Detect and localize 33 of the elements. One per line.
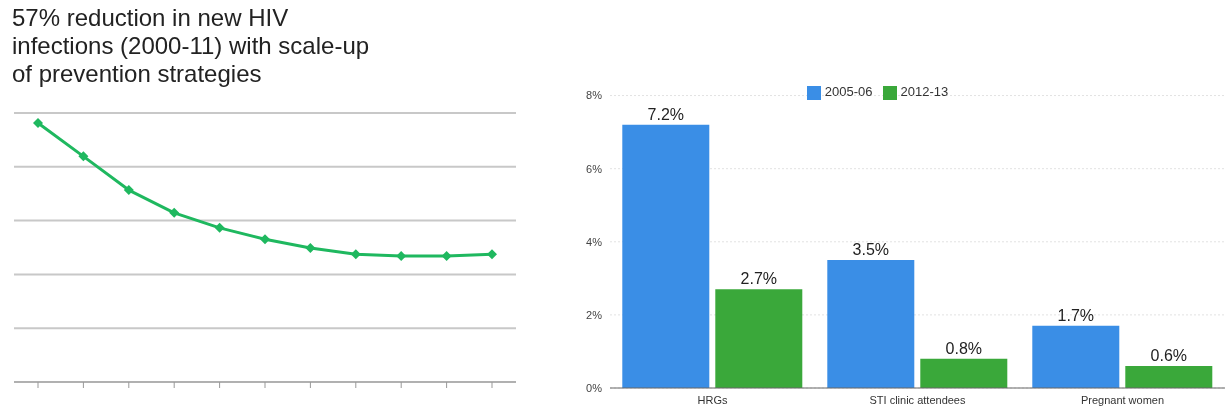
bar — [1125, 366, 1213, 388]
data-label: 1.7% — [1057, 306, 1095, 324]
point — [214, 222, 225, 233]
data-label: 3.5% — [852, 241, 890, 259]
point — [123, 185, 134, 196]
point — [305, 243, 316, 254]
legend-label: 2012-13 — [900, 84, 949, 99]
data-label: 0.6% — [1150, 347, 1188, 365]
point — [169, 207, 180, 218]
point — [78, 151, 89, 162]
y-tick-label: 0% — [586, 381, 603, 394]
bar — [920, 358, 1008, 388]
data-label: 7.2% — [647, 105, 685, 123]
chart-title: 57% reduction in new HIV infections (2000-11) with scale-up of prevention strategies — [12, 4, 371, 88]
legend-label: 2005-06 — [824, 84, 873, 99]
x-tick-label: STI clinic attendees — [869, 393, 966, 406]
bar — [622, 124, 710, 388]
y-tick-label: 4% — [586, 235, 603, 248]
bar — [827, 260, 915, 388]
data-label: 2.7% — [740, 270, 778, 288]
point — [441, 251, 452, 262]
y-tick-label: 6% — [586, 162, 603, 175]
data-label: 0.8% — [945, 339, 983, 357]
bar — [1032, 325, 1120, 388]
bar — [715, 289, 803, 388]
x-tick-label: HRGs — [697, 393, 728, 406]
point — [487, 249, 497, 260]
y-tick-label: 8% — [586, 89, 603, 102]
point — [33, 117, 43, 128]
point — [260, 234, 270, 245]
y-tick-label: 2% — [586, 308, 603, 321]
point — [350, 249, 361, 260]
x-tick-label: Pregnant women — [1080, 393, 1165, 406]
